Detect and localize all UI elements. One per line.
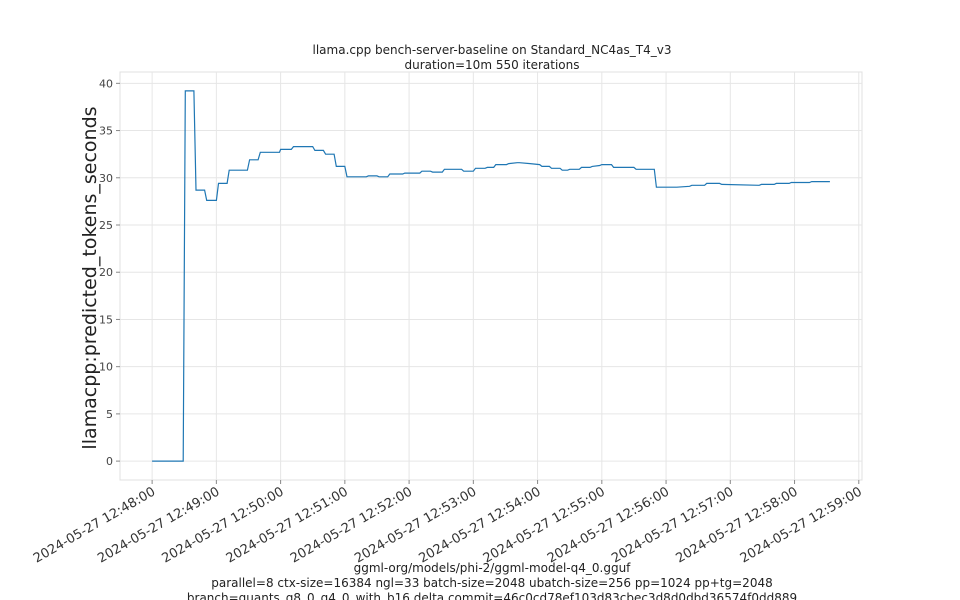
chart-subtitle: duration=10m 550 iterations — [405, 58, 580, 72]
footer-line: parallel=8 ctx-size=16384 ngl=33 batch-s… — [211, 576, 772, 590]
x-tick-label: 2024-05-27 12:59:00 — [738, 484, 865, 566]
y-tick-label: 10 — [99, 361, 113, 374]
series-line — [152, 90, 830, 462]
y-tick-label: 5 — [106, 408, 113, 421]
y-tick-label: 0 — [106, 455, 113, 468]
y-tick-label: 40 — [99, 77, 113, 90]
y-axis-label: llamacpp:predicted_tokens_seconds — [79, 106, 101, 449]
chart-title: llama.cpp bench-server-baseline on Stand… — [313, 43, 672, 57]
y-tick-label: 30 — [99, 172, 113, 185]
y-tick-label: 20 — [99, 266, 113, 279]
y-tick-label: 15 — [99, 313, 113, 326]
footer-line: branch=quants_q8_0_q4_0_with_b16 delta c… — [187, 591, 797, 600]
y-tick-label: 35 — [99, 125, 113, 138]
footer-line: ggml-org/models/phi-2/ggml-model-q4_0.gg… — [354, 561, 632, 575]
plot-frame — [119, 71, 863, 481]
y-tick-label: 25 — [99, 219, 113, 232]
